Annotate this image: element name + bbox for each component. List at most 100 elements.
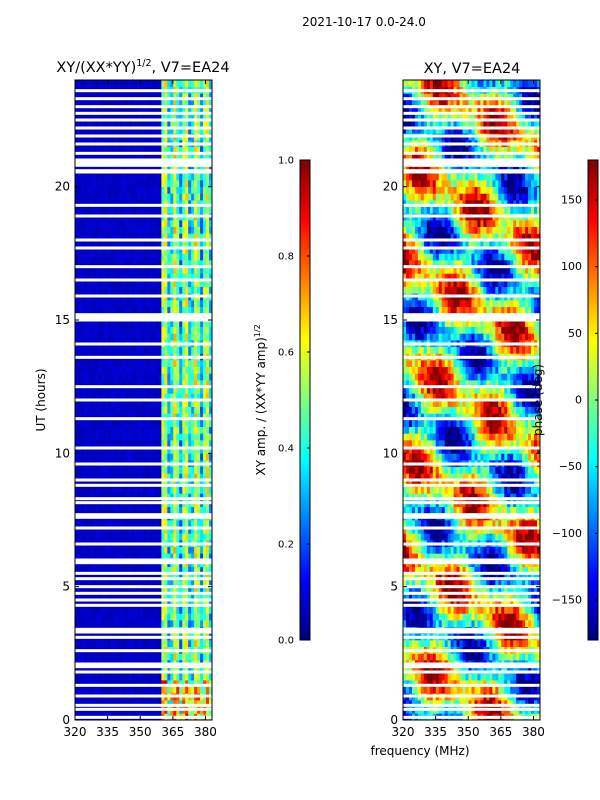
heatmap-cell [209,266,213,274]
heatmap-cell [173,533,177,541]
heatmap-cell [75,253,79,261]
heatmap-cell [185,606,189,614]
heatmap-cell [89,300,94,308]
heatmap-cell [158,360,162,368]
heatmap-cell [143,226,147,234]
heatmap-cell [107,493,112,501]
heatmap-cell [206,266,210,274]
heatmap-cell [125,700,129,708]
heatmap-cell [203,360,207,368]
heatmap-cell [161,680,165,688]
heatmap-cell [188,246,192,254]
heatmap-cell [134,266,138,274]
heatmap-cell [170,106,174,114]
heatmap-cell [119,386,123,394]
heatmap-cell [200,100,204,108]
heatmap-cell [104,280,109,288]
heatmap-cell [176,506,180,514]
heatmap-cell [161,573,165,581]
heatmap-cell [203,180,207,188]
heatmap-cell [185,333,189,341]
heatmap-cell [191,253,195,261]
flagged-row [75,214,212,218]
heatmap-cell [155,480,159,488]
heatmap-cell [209,486,213,494]
heatmap-cell [83,186,88,194]
heatmap-cell [128,520,132,528]
heatmap-cell [143,186,147,194]
heatmap-cell [203,333,207,341]
heatmap-cell [206,100,210,108]
heatmap-cell [203,666,207,674]
heatmap-cell [158,333,162,341]
heatmap-cell [161,273,165,281]
heatmap-cell [179,180,183,188]
heatmap-cell [86,440,91,448]
heatmap-cell [185,533,189,541]
heatmap-cell [125,613,129,621]
heatmap-cell [492,700,496,708]
heatmap-cell [167,453,171,461]
heatmap-cell [167,473,171,481]
heatmap-cell [110,593,115,601]
heatmap-cell [209,300,213,308]
heatmap-cell [152,366,156,374]
heatmap-cell [164,393,168,401]
heatmap-cell [134,93,138,101]
heatmap-cell [83,233,88,241]
heatmap-cell [134,146,138,154]
heatmap-cell [89,320,94,328]
heatmap-cell [158,480,162,488]
heatmap-cell [83,573,88,581]
heatmap-cell [116,246,121,254]
heatmap-cell [125,653,129,661]
heatmap-cell [182,120,186,128]
heatmap-cell [188,300,192,308]
heatmap-cell [170,346,174,354]
heatmap-cell [140,680,144,688]
heatmap-cell [161,180,165,188]
heatmap-cell [209,466,213,474]
heatmap-cell [116,180,121,188]
heatmap-cell [128,120,132,128]
heatmap-cell [453,666,457,674]
heatmap-cell [206,253,210,261]
heatmap-cell [176,680,180,688]
heatmap-cell [194,453,198,461]
heatmap-cell [185,126,189,134]
heatmap-cell [197,186,201,194]
heatmap-cell [128,386,132,394]
heatmap-cell [176,453,180,461]
heatmap-cell [122,406,126,414]
heatmap-cell [164,666,168,674]
heatmap-cell [137,233,141,241]
heatmap-cell [89,206,94,214]
heatmap-cell [125,426,129,434]
heatmap-cell [170,306,174,314]
heatmap-cell [170,433,174,441]
heatmap-cell [170,593,174,601]
heatmap-cell [200,680,204,688]
heatmap-cell [131,486,135,494]
heatmap-cell [98,473,103,481]
heatmap-cell [161,306,165,314]
heatmap-cell [104,453,109,461]
heatmap-cell [206,306,210,314]
heatmap-cell [170,366,174,374]
heatmap-cell [119,300,123,308]
heatmap-cell [456,686,460,694]
heatmap-cell [191,700,195,708]
heatmap-cell [155,320,159,328]
heatmap-cell [92,480,97,488]
heatmap-cell [417,666,422,674]
heatmap-cell [116,113,121,121]
heatmap-cell [182,480,186,488]
heatmap-cell [411,700,416,708]
heatmap-cell [477,653,481,661]
heatmap-cell [134,553,138,561]
heatmap-cell [80,620,85,628]
heatmap-cell [432,680,437,688]
heatmap-cell [188,546,192,554]
heatmap-cell [89,120,94,128]
